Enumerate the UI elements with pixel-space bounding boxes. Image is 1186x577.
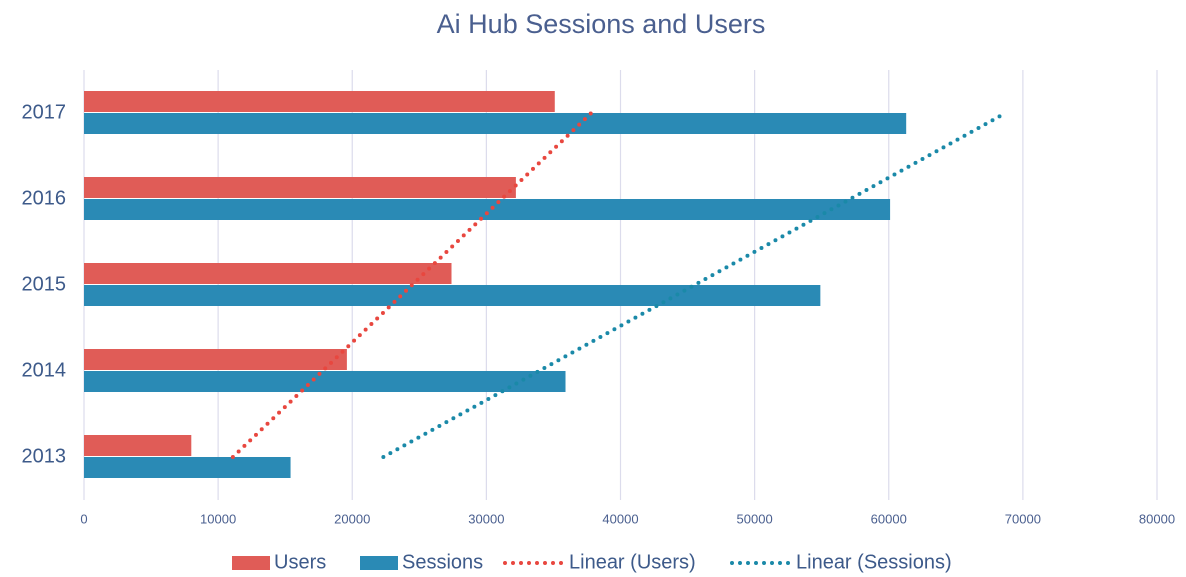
bar [84, 457, 291, 478]
x-tick-label: 80000 [1139, 511, 1175, 526]
bar [84, 113, 907, 134]
y-tick-label: 2017 [22, 101, 67, 123]
x-tick-label: 60000 [871, 511, 907, 526]
bar [84, 371, 566, 392]
y-tick-label: 2014 [22, 359, 67, 381]
x-tick-label: 40000 [602, 511, 638, 526]
bar [84, 435, 192, 456]
y-tick-label: 2013 [22, 445, 67, 467]
x-tick-label: 20000 [334, 511, 370, 526]
bar [84, 199, 891, 220]
legend-label: Linear (Sessions) [796, 551, 952, 573]
legend-swatch [360, 556, 398, 570]
trend-line [230, 111, 594, 459]
x-tick-label: 10000 [200, 511, 236, 526]
chart-title: Ai Hub Sessions and Users [437, 9, 766, 39]
y-tick-label: 2015 [22, 273, 67, 295]
legend-label: Users [274, 551, 326, 573]
trend-line [381, 111, 1008, 459]
x-tick-label: 70000 [1005, 511, 1041, 526]
x-tick-label: 50000 [737, 511, 773, 526]
bar [84, 349, 347, 370]
bar [84, 263, 452, 284]
x-tick-label: 30000 [468, 511, 504, 526]
bar [84, 91, 555, 112]
legend-swatch [232, 556, 270, 570]
bar [84, 285, 821, 306]
legend-label: Linear (Users) [569, 551, 696, 573]
bar [84, 177, 516, 198]
legend-label: Sessions [402, 551, 483, 573]
x-tick-label: 0 [80, 511, 87, 526]
y-tick-label: 2016 [22, 187, 67, 209]
